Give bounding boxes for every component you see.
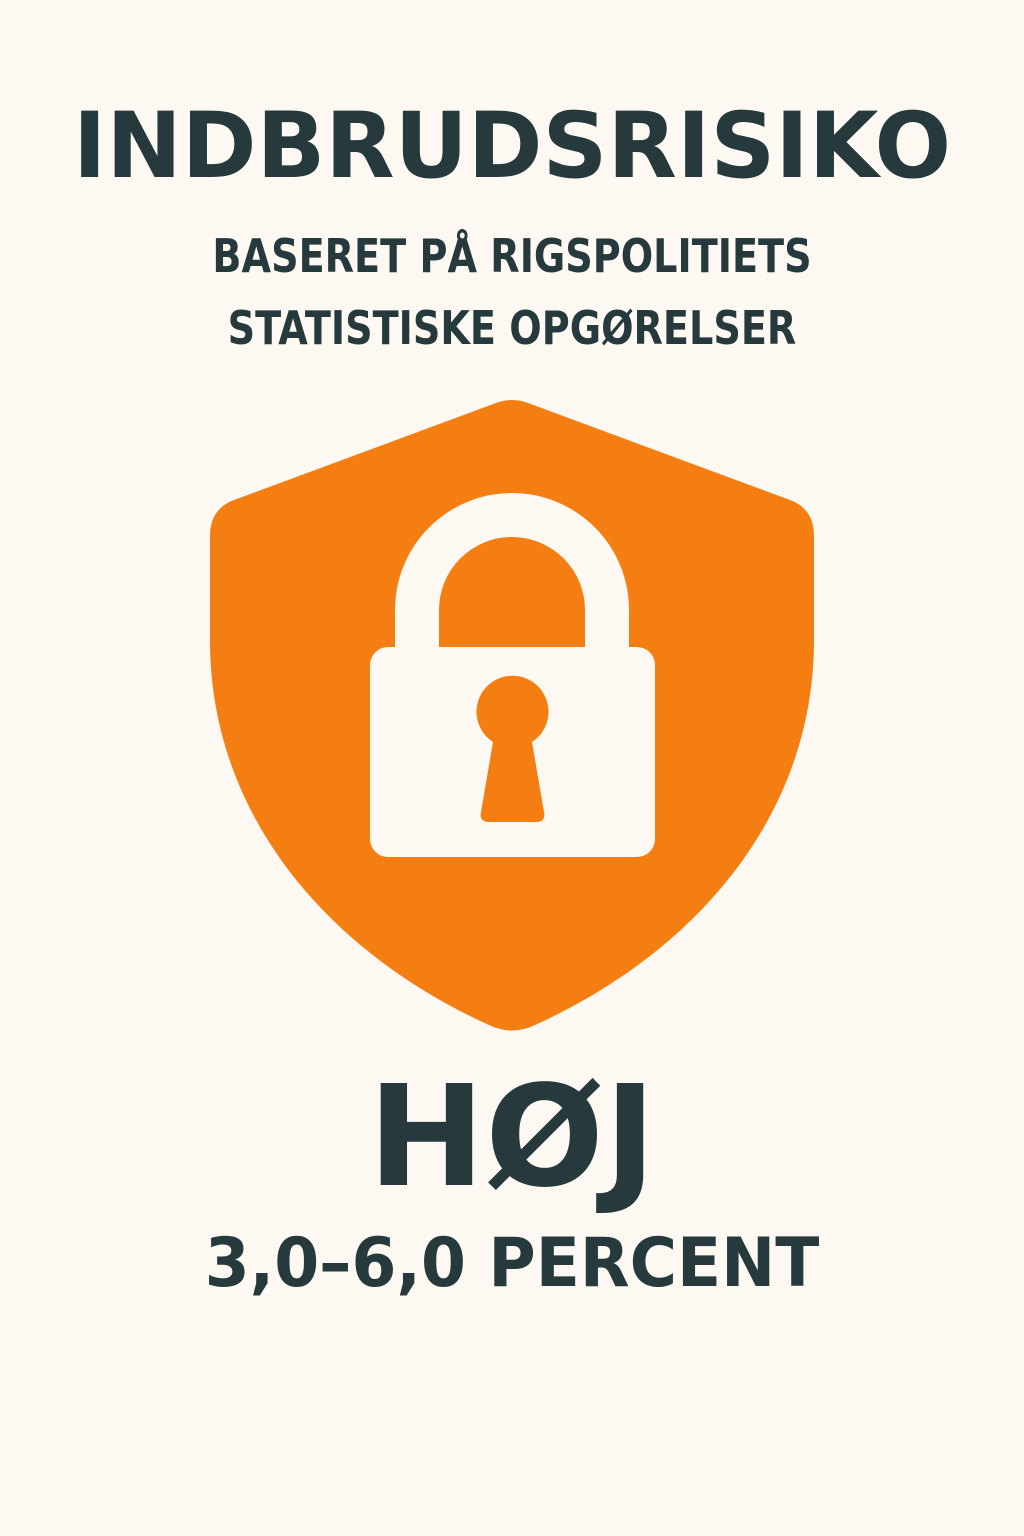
- risk-range: 3,0–6,0 PERCENT: [204, 1224, 820, 1303]
- page-title: INDBRUDSRISIKO: [72, 94, 952, 199]
- risk-level: HØJ: [367, 1056, 657, 1219]
- padlock-icon: [370, 493, 655, 857]
- subtitle-line-1: BASERET PÅ RIGSPOLITIETS: [212, 229, 812, 283]
- subtitle-line-2: STATISTISKE OPGØRELSER: [227, 301, 797, 355]
